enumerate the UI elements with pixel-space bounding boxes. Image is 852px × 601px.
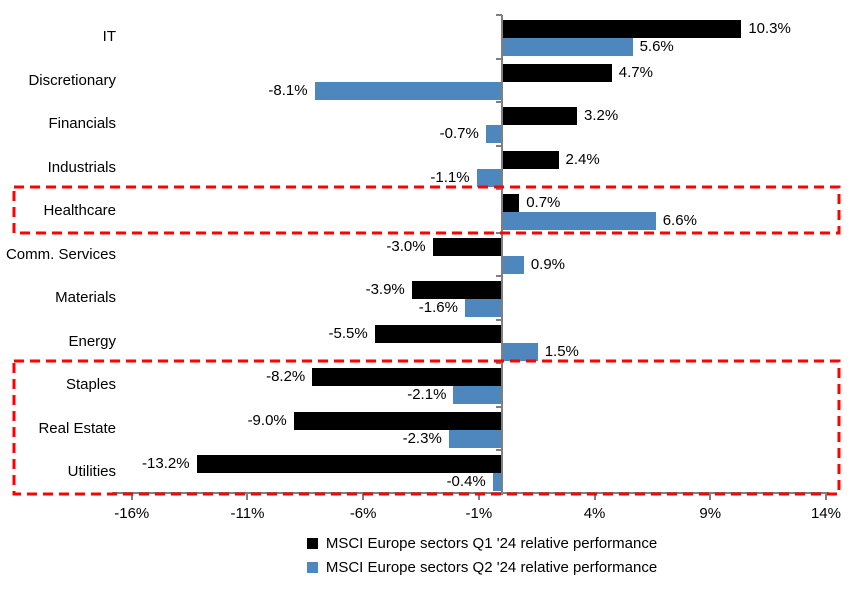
x-axis-line bbox=[112, 492, 829, 494]
staples-q1-bar bbox=[312, 368, 502, 386]
legend-label-q1: MSCI Europe sectors Q1 '24 relative perf… bbox=[325, 535, 658, 552]
materials-q2-bar bbox=[464, 299, 502, 317]
utilities-q2-value-label: -0.4% bbox=[446, 473, 486, 490]
utilities-q1-bar bbox=[196, 455, 502, 473]
category-label-real-estate: Real Estate bbox=[38, 419, 116, 437]
category-label-industrials: Industrials bbox=[47, 158, 116, 176]
highlight-healthcare bbox=[12, 185, 841, 235]
legend: MSCI Europe sectors Q1 '24 relative perf… bbox=[112, 535, 852, 576]
staples-q1-value-label: -8.2% bbox=[266, 368, 306, 385]
y-axis-tick bbox=[496, 57, 502, 60]
comm-services-q2-value-label: 0.9% bbox=[530, 255, 566, 273]
x-axis-tick bbox=[824, 492, 827, 500]
category-label-it: IT bbox=[102, 28, 116, 46]
it-q1-bar bbox=[503, 20, 742, 38]
x-axis-tick bbox=[130, 492, 133, 500]
industrials-q2-value-label: -1.1% bbox=[430, 168, 470, 186]
discretionary-q2-bar bbox=[314, 81, 502, 100]
industrials-q2-bar bbox=[476, 168, 502, 187]
x-axis-tick-label-1: -1% bbox=[465, 505, 493, 522]
materials-q1-value-label: -3.9% bbox=[365, 281, 405, 298]
healthcare-q1-bar bbox=[503, 194, 520, 212]
legend-item-q1: MSCI Europe sectors Q1 '24 relative perf… bbox=[306, 535, 658, 552]
utilities-q1-value-label: -13.2% bbox=[142, 455, 190, 472]
category-label-healthcare: Healthcare bbox=[43, 202, 116, 220]
y-axis-tick bbox=[496, 405, 502, 408]
legend-label-q2: MSCI Europe sectors Q2 '24 relative perf… bbox=[325, 559, 658, 576]
discretionary-q2-value-label: -8.1% bbox=[268, 81, 308, 99]
y-axis-tick bbox=[496, 188, 502, 190]
x-axis-tick bbox=[246, 492, 249, 500]
energy-q1-bar bbox=[374, 324, 502, 343]
y-axis-tick bbox=[496, 144, 502, 147]
comm-services-q2-bar bbox=[503, 255, 524, 274]
y-axis-tick bbox=[496, 275, 502, 277]
x-axis-tick-label-9: 9% bbox=[699, 505, 722, 522]
legend-swatch-q2-icon bbox=[306, 562, 318, 573]
x-axis-tick-label-16: -16% bbox=[114, 505, 150, 522]
legend-item-q2: MSCI Europe sectors Q2 '24 relative perf… bbox=[306, 559, 658, 576]
y-axis-tick bbox=[496, 492, 502, 495]
category-label-staples: Staples bbox=[65, 376, 116, 394]
energy-q2-bar bbox=[503, 342, 538, 361]
y-axis-tick bbox=[496, 362, 502, 364]
financials-q1-value-label: 3.2% bbox=[584, 107, 619, 124]
x-axis-tick-label-6: -6% bbox=[349, 505, 377, 522]
it-q2-bar bbox=[503, 38, 633, 56]
discretionary-q1-value-label: 4.7% bbox=[618, 63, 653, 81]
comm-services-q1-bar bbox=[432, 237, 502, 256]
real-estate-q1-value-label: -9.0% bbox=[247, 411, 287, 429]
discretionary-q1-bar bbox=[503, 63, 612, 82]
materials-q1-bar bbox=[411, 281, 502, 299]
healthcare-q1-value-label: 0.7% bbox=[526, 194, 561, 211]
industrials-q1-value-label: 2.4% bbox=[565, 150, 600, 168]
x-axis-tick bbox=[709, 492, 712, 500]
y-axis-tick bbox=[496, 101, 502, 103]
industrials-q1-bar bbox=[503, 150, 559, 169]
real-estate-q1-bar bbox=[293, 411, 502, 430]
y-axis-tick bbox=[496, 14, 502, 16]
y-axis-tick bbox=[496, 231, 502, 234]
real-estate-q2-value-label: -2.3% bbox=[402, 429, 442, 447]
x-axis-tick bbox=[593, 492, 596, 500]
category-label-comm-services: Comm. Services bbox=[5, 245, 116, 263]
financials-q2-bar bbox=[485, 125, 502, 143]
comm-services-q1-value-label: -3.0% bbox=[386, 237, 426, 255]
category-label-utilities: Utilities bbox=[67, 463, 116, 481]
y-axis-line bbox=[501, 15, 503, 495]
healthcare-q2-value-label: 6.6% bbox=[662, 212, 697, 229]
it-q1-value-label: 10.3% bbox=[748, 20, 791, 37]
y-axis-tick bbox=[496, 318, 502, 321]
x-axis-tick bbox=[477, 492, 480, 500]
energy-q1-value-label: -5.5% bbox=[328, 324, 368, 342]
category-label-energy: Energy bbox=[68, 332, 116, 350]
real-estate-q2-bar bbox=[448, 429, 502, 448]
staples-q2-bar bbox=[453, 386, 502, 404]
x-axis-tick-label-11: -11% bbox=[230, 505, 265, 522]
energy-q2-value-label: 1.5% bbox=[544, 342, 579, 360]
category-label-discretionary: Discretionary bbox=[28, 71, 116, 89]
financials-q1-bar bbox=[503, 107, 578, 125]
category-label-financials: Financials bbox=[48, 115, 116, 133]
x-axis-tick-label-4: 4% bbox=[583, 505, 606, 522]
legend-swatch-q1-icon bbox=[306, 538, 318, 549]
category-label-materials: Materials bbox=[55, 289, 116, 307]
healthcare-q2-bar bbox=[503, 212, 656, 230]
financials-q2-value-label: -0.7% bbox=[439, 125, 479, 142]
x-axis-tick bbox=[362, 492, 365, 500]
staples-q2-value-label: -2.1% bbox=[407, 386, 447, 403]
materials-q2-value-label: -1.6% bbox=[418, 299, 458, 316]
x-axis-tick-label-14: 14% bbox=[810, 505, 841, 522]
y-axis-tick bbox=[496, 449, 502, 451]
it-q2-value-label: 5.6% bbox=[639, 38, 674, 55]
